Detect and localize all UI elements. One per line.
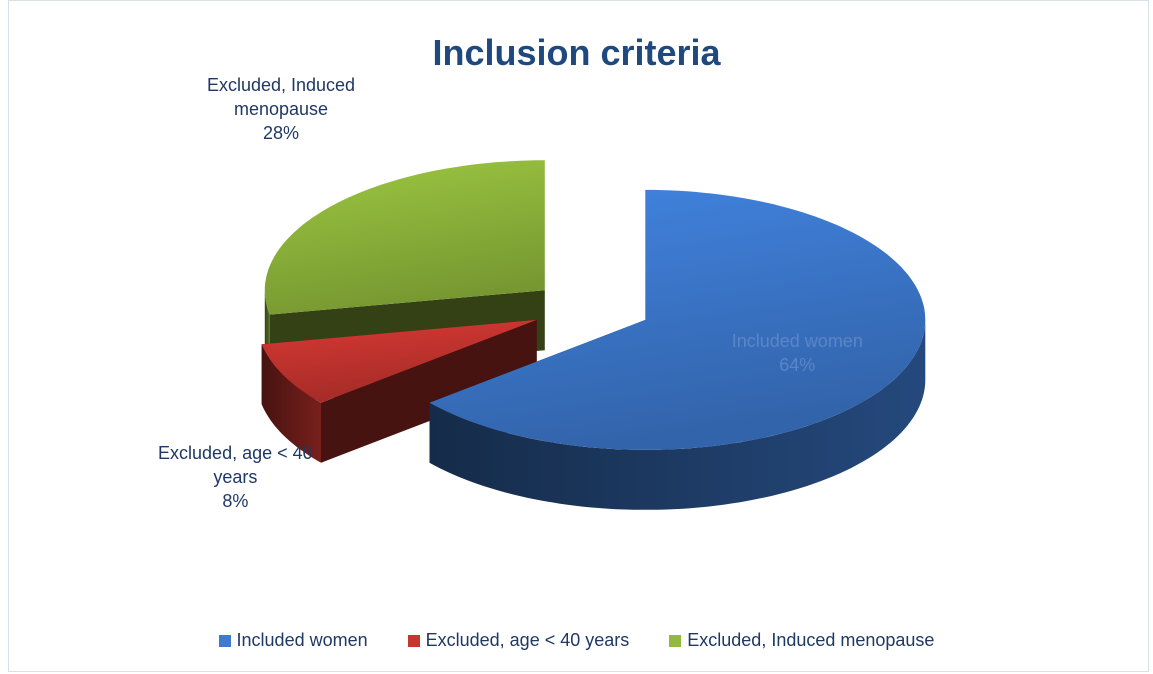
legend: Included women Excluded, age < 40 years Ex…: [0, 630, 1153, 651]
data-label-name: Excluded, age < 40 years: [158, 443, 313, 488]
data-label-name: Excluded, Induced menopause: [206, 75, 356, 120]
slice-top: [429, 189, 926, 450]
data-label-value: 64%: [779, 355, 816, 376]
data-label: Excluded, Induced menopause 28%: [186, 73, 376, 145]
legend-label: Excluded, age < 40 years: [425, 630, 630, 650]
legend-label: Excluded, Induced menopause: [687, 630, 935, 650]
legend-swatch: [669, 634, 682, 647]
slice-top: [264, 160, 545, 315]
slice-top: [261, 319, 537, 403]
data-label-value: 28%: [263, 123, 300, 144]
legend-label: Included women: [236, 630, 368, 650]
legend-item: Excluded, age < 40 years: [407, 630, 630, 651]
pie-slice: [261, 319, 537, 463]
legend-swatch: [218, 634, 231, 647]
chart-title: Inclusion criteria: [432, 32, 721, 73]
slice-side: [429, 319, 926, 510]
data-label: Included women 64%: [702, 329, 892, 377]
slice-side: [261, 344, 321, 463]
data-label: Excluded, age < 40 years 8%: [140, 441, 330, 513]
data-label-value: 8%: [222, 491, 249, 512]
data-label-name: Included women: [731, 331, 863, 352]
chart-frame: [8, 0, 1149, 672]
legend-item: Included women: [218, 630, 368, 651]
pie-slice: [429, 189, 926, 510]
legend-swatch: [407, 634, 420, 647]
legend-item: Excluded, Induced menopause: [669, 630, 934, 651]
